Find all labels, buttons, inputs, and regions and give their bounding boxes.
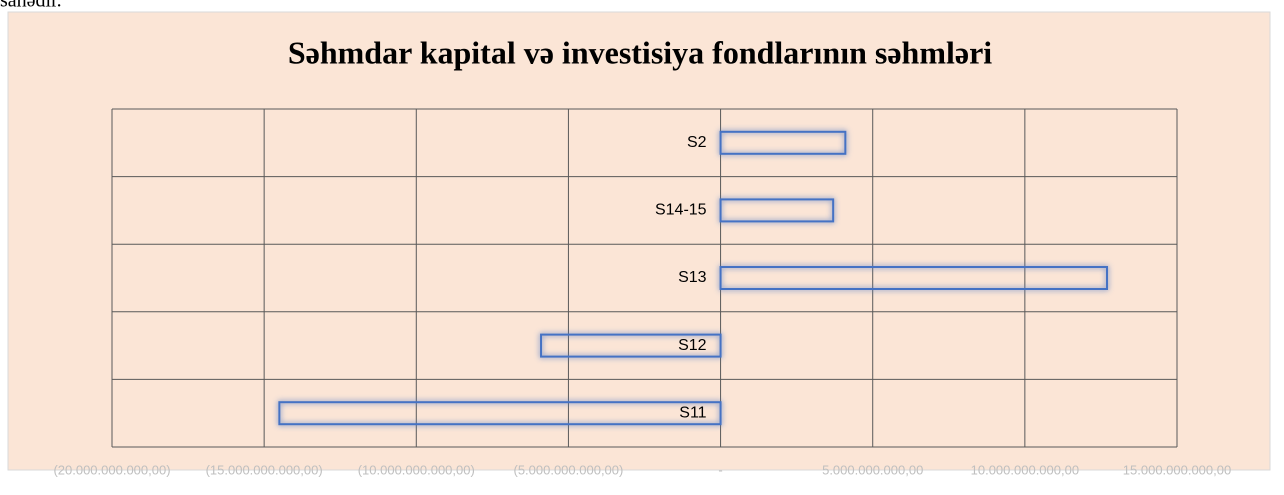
bar [540,333,722,358]
y-tick-label: S14-15 [655,202,707,219]
bar [719,266,1109,290]
bar [719,130,847,155]
y-tick-label: S13 [678,269,707,286]
x-tick-label: 15.000.000.000,00 [1123,462,1231,477]
page-text: sahədir. [0,0,62,12]
bar [719,198,835,223]
x-tick-label: (20.000.000.000,00) [53,462,170,477]
x-tick-label: 10.000.000.000,00 [971,462,1079,477]
x-tick-label: - [718,462,722,477]
bar [278,401,722,426]
chart-area [7,11,1271,471]
chart-title: Səhmdar kapital və investisiya fondların… [288,34,992,70]
x-tick-label: (15.000.000.000,00) [206,462,323,477]
x-tick-label: (5.000.000.000,00) [513,462,623,477]
y-tick-label: S2 [687,134,707,151]
y-tick-label: S11 [679,404,706,421]
y-tick-label: S12 [678,337,707,354]
x-tick-label: (10.000.000.000,00) [358,462,475,477]
x-tick-label: 5.000.000.000,00 [822,462,923,477]
